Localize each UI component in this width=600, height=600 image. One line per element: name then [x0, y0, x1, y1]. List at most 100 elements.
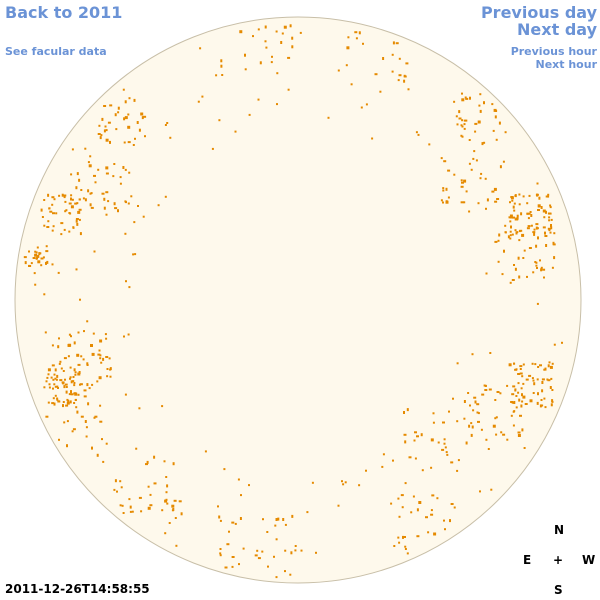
next-hour-link[interactable]: Next hour: [535, 58, 598, 71]
facula-speck: [231, 565, 234, 568]
facula-speck: [103, 206, 106, 210]
facula-speck: [465, 190, 468, 193]
facula-speck: [137, 205, 139, 207]
facula-speck: [485, 272, 488, 275]
facula-speck: [55, 378, 58, 381]
facula-speck: [431, 494, 435, 497]
facula-speck: [166, 502, 169, 505]
facula-speck: [171, 504, 175, 508]
facula-speck: [403, 411, 405, 414]
facula-speck: [132, 253, 135, 256]
facula-speck: [479, 490, 481, 493]
facula-speck: [69, 366, 72, 369]
facula-speck: [437, 441, 440, 444]
facula-speck: [549, 365, 553, 369]
facula-speck: [337, 504, 340, 507]
facula-speck: [161, 405, 164, 408]
facula-speck: [448, 410, 450, 413]
facula-speck: [447, 169, 451, 172]
facula-speck: [488, 388, 492, 391]
facula-speck: [287, 88, 290, 91]
facula-speck: [35, 251, 38, 254]
facula-speck: [456, 420, 459, 423]
facula-speck: [69, 377, 71, 380]
facula-speck: [54, 394, 57, 397]
facula-speck: [365, 469, 367, 472]
facula-speck: [546, 378, 549, 381]
facula-speck: [468, 162, 471, 165]
facula-speck: [105, 356, 109, 358]
facula-speck: [456, 123, 459, 126]
facula-speck: [306, 511, 309, 514]
facula-speck: [513, 401, 516, 404]
facula-speck: [549, 206, 552, 209]
facula-speck: [445, 187, 448, 191]
facula-speck: [517, 431, 521, 434]
facula-speck: [62, 370, 65, 372]
facula-speck: [77, 372, 81, 376]
facula-speck: [350, 83, 353, 86]
facula-speck: [291, 36, 294, 40]
facula-speck: [52, 397, 55, 400]
facula-speck: [480, 428, 483, 431]
facula-speck: [537, 209, 540, 211]
facula-speck: [72, 226, 75, 229]
facula-speck: [540, 206, 543, 209]
facula-speck: [76, 202, 79, 205]
facula-speck: [40, 264, 43, 267]
facula-speck: [440, 157, 443, 160]
facula-speck: [294, 549, 297, 552]
facula-speck: [548, 361, 551, 364]
facula-speck: [512, 424, 515, 427]
facula-speck: [365, 103, 368, 106]
facula-speck: [461, 92, 463, 95]
facula-speck: [472, 409, 475, 412]
facula-speck: [494, 115, 497, 119]
facula-speck: [540, 268, 543, 272]
facula-speck: [138, 407, 141, 410]
back-to-year-link[interactable]: Back to 2011: [5, 3, 123, 22]
facula-speck: [284, 570, 286, 573]
compass-south-label: S: [554, 583, 563, 597]
facula-speck: [545, 244, 548, 247]
facula-speck: [536, 378, 539, 381]
facula-speck: [470, 422, 473, 425]
facula-speck: [87, 402, 90, 406]
previous-day-link[interactable]: Previous day: [480, 3, 597, 22]
facula-speck: [78, 218, 81, 221]
facula-speck: [477, 202, 480, 205]
facula-speck: [164, 195, 167, 198]
facula-speck: [403, 74, 406, 77]
facula-speck: [59, 360, 62, 363]
facula-speck: [398, 541, 401, 544]
facula-speck: [277, 517, 280, 521]
facula-speck: [123, 141, 126, 144]
facula-speck: [543, 216, 546, 219]
facula-speck: [122, 88, 125, 91]
next-day-link[interactable]: Next day: [517, 20, 597, 39]
facula-speck: [521, 428, 524, 432]
facula-speck: [23, 256, 27, 259]
facula-speck: [406, 552, 409, 555]
previous-hour-link[interactable]: Previous hour: [510, 45, 597, 58]
facula-speck: [358, 484, 361, 487]
facula-speck: [485, 438, 488, 441]
facula-speck: [443, 519, 445, 522]
facula-speck: [123, 335, 125, 338]
facula-speck: [63, 385, 66, 389]
facula-speck: [291, 514, 294, 518]
facula-speck: [242, 547, 245, 550]
see-facular-data-link[interactable]: See facular data: [5, 45, 107, 58]
facula-speck: [460, 179, 463, 182]
facula-speck: [69, 376, 72, 379]
facula-speck: [43, 224, 46, 227]
facula-speck: [526, 275, 528, 278]
facula-speck: [548, 216, 551, 219]
facula-speck: [300, 549, 303, 552]
facula-speck: [70, 205, 74, 209]
facula-speck: [461, 135, 464, 138]
facula-speck: [553, 256, 556, 260]
facula-speck: [65, 209, 68, 212]
facula-speck: [51, 344, 54, 347]
